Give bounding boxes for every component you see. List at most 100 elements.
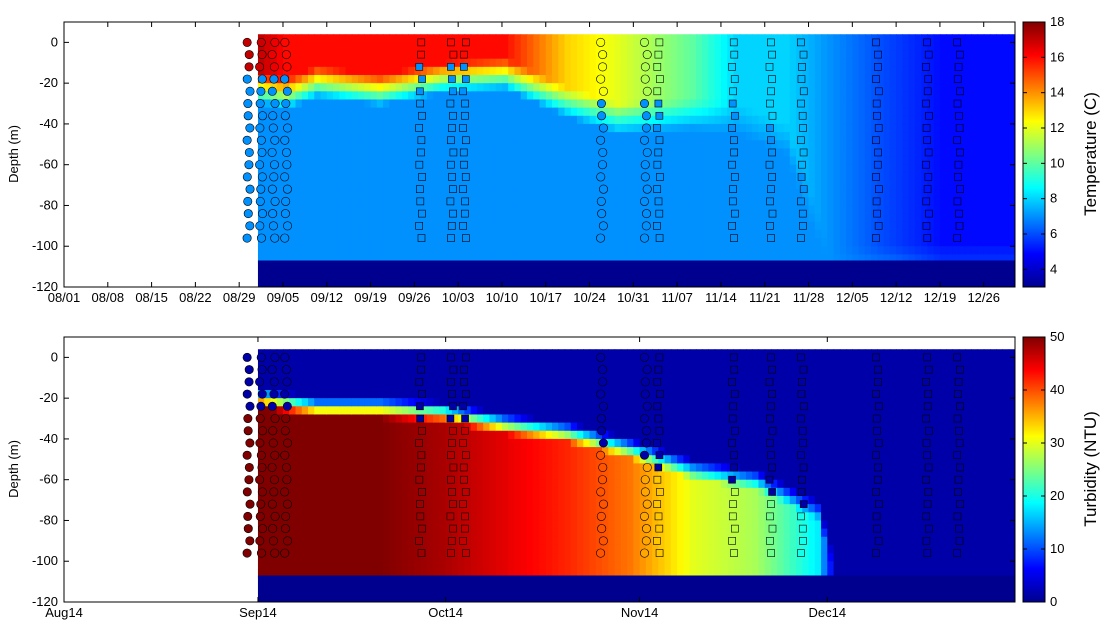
heatmap-cell — [589, 107, 597, 117]
heatmap-cell — [645, 213, 653, 223]
heatmap-cell — [370, 398, 378, 407]
cast-point — [654, 148, 663, 157]
heatmap-cell — [808, 132, 816, 141]
heatmap-cell — [395, 479, 403, 489]
heatmap-cell — [664, 205, 672, 215]
heatmap-cell — [426, 479, 434, 489]
heatmap-cell — [833, 132, 841, 141]
heatmap-cell — [564, 66, 572, 76]
heatmap-cell — [914, 83, 922, 92]
heatmap-cell — [445, 561, 453, 570]
heatmap-cell — [470, 246, 478, 255]
heatmap-cell — [289, 66, 297, 76]
heatmap-cell — [295, 357, 303, 367]
heatmap-cell — [852, 115, 860, 125]
heatmap-cell — [289, 156, 297, 166]
heatmap-cell — [333, 66, 340, 76]
cast-point — [598, 123, 608, 133]
heatmap-cell — [483, 390, 491, 399]
heatmap-cell — [971, 246, 979, 255]
heatmap-cell — [827, 66, 835, 76]
cast-point — [461, 209, 469, 218]
heatmap-cell — [308, 75, 315, 84]
heatmap-cell — [370, 189, 378, 198]
cast-point — [596, 172, 606, 182]
heatmap-cell — [971, 140, 979, 149]
heatmap-cell — [1008, 42, 1015, 52]
heatmap-cell — [264, 471, 272, 481]
heatmap-cell — [289, 246, 297, 255]
heatmap-cell — [939, 140, 947, 149]
heatmap-cell — [520, 156, 528, 166]
heatmap-cell — [376, 479, 384, 489]
heatmap-cell — [326, 528, 334, 538]
cast-point — [956, 87, 964, 96]
heatmap-cell — [808, 221, 816, 231]
heatmap-cell — [827, 197, 835, 207]
heatmap-cell — [989, 99, 997, 109]
heatmap-cell — [670, 172, 678, 182]
heatmap-cell — [783, 42, 791, 52]
heatmap-cell — [264, 238, 272, 247]
heatmap-cell — [858, 115, 866, 125]
heatmap-cell — [433, 447, 440, 456]
heatmap-cell — [339, 123, 347, 133]
heatmap-cell — [608, 238, 616, 247]
heatmap-cell — [827, 148, 835, 158]
cast-point — [640, 233, 650, 243]
heatmap-cell — [946, 156, 954, 166]
heatmap-cell — [752, 164, 760, 174]
heatmap-cell — [520, 496, 528, 505]
heatmap-cell — [695, 246, 703, 255]
heatmap-cell — [264, 455, 272, 464]
cast-point — [417, 234, 426, 242]
heatmap-cell — [670, 50, 678, 60]
heatmap-cell — [864, 75, 872, 84]
heatmap-cell — [770, 115, 778, 125]
heatmap-cell — [577, 246, 584, 255]
cast-point — [798, 160, 806, 169]
heatmap-cell — [351, 107, 359, 117]
heatmap-cell — [733, 140, 741, 149]
heatmap-cell — [652, 246, 659, 255]
heatmap-cell — [770, 66, 778, 76]
heatmap-cell — [633, 254, 641, 264]
cast-point — [417, 148, 425, 157]
heatmap-cell — [996, 172, 1004, 182]
heatmap-cell — [270, 189, 278, 198]
heatmap-cell — [908, 246, 916, 255]
heatmap-cell — [395, 398, 403, 407]
heatmap-cell — [408, 455, 415, 464]
cast-point — [639, 99, 649, 109]
heatmap-cell — [489, 349, 497, 358]
heatmap-cell — [908, 91, 916, 101]
heatmap-cell — [383, 123, 390, 133]
heatmap-cell — [652, 107, 659, 117]
heatmap-cell — [583, 34, 591, 43]
heatmap-cell — [414, 553, 422, 562]
heatmap-cell — [395, 181, 403, 190]
heatmap-cell — [702, 83, 710, 92]
heatmap-cell — [370, 520, 378, 530]
heatmap-cell — [545, 172, 553, 182]
heatmap-cell — [389, 221, 397, 231]
heatmap-cell — [827, 229, 835, 239]
heatmap-cell — [508, 229, 516, 239]
heatmap-cell — [314, 471, 322, 481]
heatmap-cell — [889, 140, 897, 149]
heatmap-cell — [451, 471, 459, 481]
heatmap-cell — [589, 83, 597, 92]
heatmap-cell — [552, 254, 559, 264]
heatmap-cell — [727, 66, 735, 76]
heatmap-cell — [345, 438, 353, 448]
heatmap-cell — [852, 75, 860, 84]
heatmap-cell — [933, 132, 941, 141]
heatmap-cell — [383, 132, 390, 141]
heatmap-cell — [339, 205, 347, 215]
heatmap-cell — [351, 536, 359, 546]
heatmap-cell — [564, 189, 572, 198]
cast-point — [415, 160, 424, 169]
cast-point — [728, 197, 737, 206]
heatmap-cell — [727, 115, 735, 125]
heatmap-cell — [1002, 140, 1010, 149]
